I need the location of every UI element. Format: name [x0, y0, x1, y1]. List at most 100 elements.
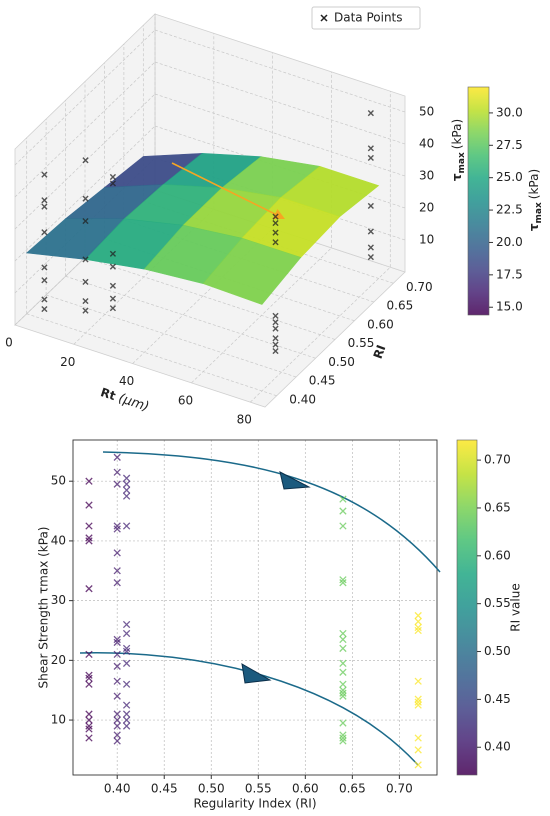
x-tick-label: 0.40: [104, 782, 131, 796]
data-point: [339, 680, 347, 688]
data-point: [82, 307, 89, 314]
label-part: (kPa): [527, 169, 541, 199]
x-tick-label: 0.45: [151, 782, 178, 796]
data-point: [122, 522, 131, 530]
z-tick-label: 30: [419, 169, 434, 183]
data-point: [113, 662, 121, 670]
data-point: [339, 522, 347, 530]
y-tick-label: 10: [51, 713, 66, 727]
data-point: [272, 213, 279, 220]
grid-line: [154, 93, 406, 177]
label-part: τ: [527, 223, 541, 231]
y-tick-label: 30: [51, 593, 66, 607]
colorbar-tick-label: 30.0: [496, 105, 523, 119]
x-tick-label: 0.70: [386, 782, 413, 796]
colorbar-tick-label: 20.0: [496, 235, 523, 249]
z-tick-label: 10: [419, 233, 434, 247]
data-point: [339, 719, 347, 727]
data-point: [41, 203, 48, 210]
x-axis-label: Regularity Index (RI): [193, 797, 316, 811]
colorbar-tick-label: 25.0: [496, 170, 523, 184]
data-point: [339, 686, 347, 694]
x-tick-label: 80: [237, 413, 252, 427]
label-part: max: [457, 152, 467, 173]
data-point: [113, 480, 121, 488]
data-point: [367, 145, 374, 152]
z-axis-label: τmax (kPa): [450, 119, 467, 181]
data-point: [85, 680, 93, 688]
y-tick-label: 0.65: [387, 299, 414, 313]
data-point: [113, 731, 121, 739]
data-point: [339, 635, 347, 644]
data-point: [367, 244, 374, 251]
x-tick-label: 0: [5, 336, 13, 350]
data-point: [339, 644, 347, 653]
data-point: [85, 674, 93, 682]
colorbar-tick-label: 0.55: [484, 596, 511, 610]
data-point: [272, 312, 279, 319]
y-tick-label: 20: [51, 653, 66, 667]
data-point: [41, 264, 48, 271]
label-part: (kPa): [450, 119, 464, 149]
data-point: [85, 710, 93, 718]
data-point: [339, 734, 347, 742]
data-point: [272, 239, 279, 246]
data-point: [109, 295, 117, 302]
legend-label: Data Points: [334, 11, 403, 25]
data-point: [113, 468, 121, 476]
grid-line: [14, 29, 156, 166]
grid-line: [65, 275, 316, 359]
grid-line: [14, 125, 156, 262]
data-point: [109, 282, 117, 289]
data-point: [122, 620, 131, 629]
label-part: (μm): [117, 391, 151, 415]
data-point: [109, 173, 117, 181]
label-part: τ: [450, 173, 464, 181]
z-tick-label: 50: [419, 105, 434, 119]
data-point: [109, 250, 117, 257]
x-tick-label: 0.65: [339, 782, 366, 796]
data-point: [85, 734, 93, 742]
data-point: [122, 701, 131, 709]
colorbar-tick-label: 0.70: [484, 453, 511, 467]
data-point: [113, 453, 121, 461]
data-point: [414, 626, 422, 635]
data-point: [41, 229, 48, 236]
data-point: [113, 692, 121, 700]
x-axis-label: Rt(μm): [99, 385, 151, 415]
data-point: [85, 585, 93, 593]
data-point: [109, 305, 117, 312]
data-point: [85, 725, 93, 733]
data-point: [122, 486, 131, 494]
x-tick-label: 0.55: [245, 782, 272, 796]
y-tick-label: 40: [51, 533, 66, 547]
data-point: [113, 722, 121, 730]
data-point: [339, 495, 347, 503]
data-point: [272, 341, 279, 348]
legend-marker: [320, 14, 328, 22]
data-point: [113, 716, 121, 724]
label-part: Rt: [99, 385, 118, 403]
data-point: [272, 325, 279, 332]
data-point: [339, 731, 347, 739]
colorbar-tick-label: 0.40: [484, 740, 511, 754]
grid-line: [154, 61, 406, 145]
plot-frame: [72, 439, 438, 776]
data-point: [109, 263, 117, 270]
data-point: [122, 647, 131, 656]
data-point: [339, 689, 347, 697]
data-point: [41, 277, 48, 284]
data-point: [367, 254, 374, 261]
data-point: [113, 710, 121, 718]
y-tick-label: 50: [51, 474, 66, 488]
data-point: [339, 629, 347, 638]
data-point: [414, 698, 422, 706]
data-point: [414, 701, 422, 709]
data-point: [272, 219, 279, 227]
data-point: [122, 474, 131, 482]
data-point: [113, 522, 121, 530]
data-point: [339, 507, 347, 515]
data-point: [85, 534, 93, 542]
grid-line: [14, 61, 156, 198]
grid-line: [154, 29, 406, 113]
